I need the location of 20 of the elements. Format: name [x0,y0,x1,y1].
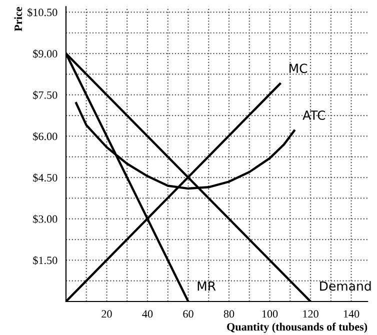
x-tick-label: 40 [142,310,153,318]
y-axis-title: Price [14,6,22,32]
y-tick-label: $7.50 [33,90,58,100]
y-tick-label: $3.00 [33,214,58,224]
x-tick-label: 140 [344,310,360,318]
y-tick-label: $9.00 [33,49,58,58]
x-tick-label: 120 [303,310,318,318]
y-tick-label: $4.50 [33,173,58,182]
series-label: MR [198,281,216,291]
x-tick-label: 60 [183,310,194,318]
series-label: Demand [320,281,371,291]
y-tick-label: $6.00 [33,132,58,141]
x-tick-label: 80 [224,310,234,318]
x-tick-label: 100 [262,310,278,318]
y-tick-label: $1.50 [33,256,58,265]
x-axis-title: Quantity (thousands of tubes) [227,322,368,333]
series-label: ATC [302,110,326,120]
y-tick-label: $10.50 [28,8,58,17]
series-label: MC [290,64,308,74]
x-tick-label: 20 [102,310,112,318]
